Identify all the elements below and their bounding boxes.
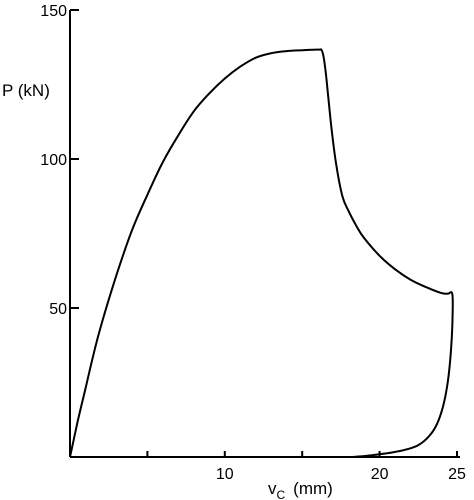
y-tick-label: 150 xyxy=(40,3,67,20)
y-tick-label: 50 xyxy=(49,301,67,318)
y-tick-label: 100 xyxy=(40,152,67,169)
x-axis-title: vC (mm) xyxy=(268,479,333,500)
y-ticks: 50 100 150 xyxy=(40,3,79,318)
x-tick-label: 25 xyxy=(448,466,466,483)
x-tick-label: 20 xyxy=(371,466,389,483)
series-line xyxy=(69,48,454,458)
x-tick-label: 10 xyxy=(216,466,234,483)
axes xyxy=(69,10,460,458)
x-ticks: 10 20 25 xyxy=(146,451,466,483)
x-axis-unit: (mm) xyxy=(293,479,333,498)
x-axis-symbol: v xyxy=(268,479,277,498)
series-group xyxy=(69,48,454,458)
y-axis-title: P (kN) xyxy=(2,81,50,100)
x-axis-subscript: C xyxy=(277,488,286,500)
